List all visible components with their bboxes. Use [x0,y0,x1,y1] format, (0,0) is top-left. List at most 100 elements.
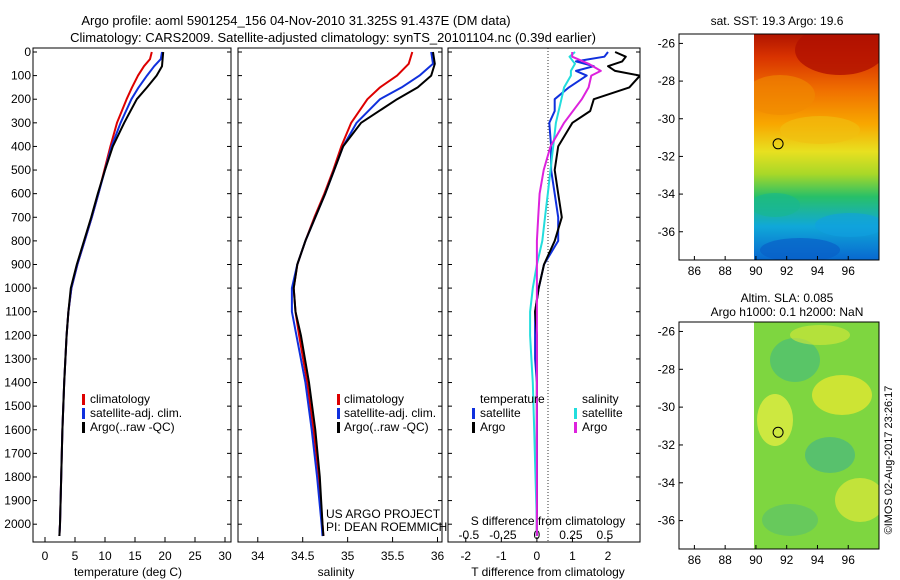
map-y-tick-label: -34 [658,476,676,490]
depth-tick-label: 1200 [4,328,31,342]
map-y-tick-label: -28 [658,74,676,88]
map-y-tick-label: -26 [658,324,676,338]
map-x-tick-label: 90 [749,553,763,567]
depth-tick-label: 1000 [4,281,31,295]
series-line-salinity-satellite [529,51,576,536]
depth-tick-label: 900 [11,257,31,271]
depth-tick-label: 1300 [4,352,31,366]
map-x-tick-label: 88 [718,264,732,278]
imos-credit: ©IMOS 02-Aug-2017 23:26:17 [883,386,895,535]
depth-tick-label: 100 [11,69,31,83]
legend-t-argo-label: Argo [480,420,506,434]
depth-tick-label: 1900 [4,494,31,508]
depth-tick-label: 1400 [4,376,31,390]
legend-t-sat-label: satellite [480,406,521,420]
map-y-tick-label: -36 [658,225,676,239]
x-tick-label: 10 [98,549,112,563]
argo-location-marker [772,426,784,438]
x-tick-label: 25 [188,549,202,563]
depth-tick-label: 600 [11,187,31,201]
map-x-tick-label: 90 [749,264,763,278]
legend-argo-label: Argo(..raw -QC) [90,420,175,434]
depth-tick-label: 1500 [4,399,31,413]
map-y-tick-label: -34 [658,187,676,201]
legend-clim-swatch [82,394,85,405]
project-note-line1: US ARGO PROJECT [326,507,441,521]
map-y-tick-label: -30 [658,400,676,414]
x-tick-label: -2 [460,549,471,563]
legend-clim-swatch [337,394,340,405]
depth-tick-label: 400 [11,139,31,153]
map-x-tick-label: 94 [811,264,825,278]
depth-tick-label: 800 [11,234,31,248]
depth-tick-label: 300 [11,116,31,130]
map-y-tick-label: -36 [658,514,676,528]
legend-clim-label: climatology [344,392,404,406]
x-tick-label: -1 [496,549,507,563]
x-tick-label: 1 [569,549,576,563]
salinity-axes-box [237,47,443,543]
map-y-tick-label: -28 [658,362,676,376]
temperature-legend: climatology satellite-adj. clim. Argo(..… [82,392,182,434]
legend-s-sat-label: satellite [582,406,623,420]
legend-temperature-header: temperature [480,392,545,406]
argo-location-marker [772,138,784,150]
depth-tick-label: 1600 [4,423,31,437]
salinity-legend: climatology satellite-adj. clim. Argo(..… [337,392,436,434]
temperature-axes-box [32,47,232,543]
legend-sat-label: satellite-adj. clim. [90,406,182,420]
map-x-tick-label: 86 [688,553,702,567]
sst-field [754,34,879,260]
x-tick-label: 35 [341,549,355,563]
project-note-line2: PI: DEAN ROEMMICH [326,520,447,534]
s-tick-label: 0.5 [597,528,614,542]
x-tick-label: 36 [431,549,445,563]
map-x-tick-label: 86 [688,264,702,278]
map-x-tick-label: 92 [780,553,794,567]
legend-s-sat-swatch [574,408,577,419]
depth-tick-label: 700 [11,210,31,224]
x-tick-label: 34.5 [291,549,315,563]
x-tick-label: 0 [42,549,49,563]
depth-tick-label: 1700 [4,446,31,460]
x-tick-label: 20 [158,549,172,563]
map-y-tick-label: -26 [658,36,676,50]
legend-sat-swatch [82,408,85,419]
legend-clim-label: climatology [90,392,150,406]
x-tick-label: 5 [72,549,79,563]
s-difference-label: S difference from climatology [471,514,626,528]
map-y-tick-label: -32 [658,149,676,163]
depth-tick-label: 0 [24,45,31,59]
legend-sat-swatch [337,408,340,419]
t-difference-label: T difference from climatology [471,565,625,579]
sla-map-title: Altim. SLA: 0.085 [741,291,834,305]
map-x-tick-label: 96 [842,264,856,278]
map-y-tick-label: -30 [658,112,676,126]
map-x-tick-label: 94 [811,553,825,567]
map-x-tick-label: 92 [780,264,794,278]
temperature-panel: 0100200300400500600700800900100011001200… [4,45,232,579]
figure-title-line2: Climatology: CARS2009. Satellite-adjuste… [70,30,596,45]
series-line-salinity-argo [535,52,602,536]
figure-title-line1: Argo profile: aoml 5901254_156 04-Nov-20… [81,13,510,28]
x-tick-label: 34 [251,549,265,563]
difference-legend: temperature salinity satellite Argo sate… [472,392,623,434]
x-tick-label: 0 [534,549,541,563]
s-tick-label: -0.5 [459,528,480,542]
salinity-xlabel: salinity [318,565,355,579]
legend-salinity-header: salinity [582,392,619,406]
s-tick-label: 0.25 [559,528,583,542]
legend-s-argo-label: Argo [582,420,608,434]
x-tick-label: 2 [605,549,612,563]
depth-tick-label: 200 [11,92,31,106]
depth-tick-label: 2000 [4,517,31,531]
legend-t-argo-swatch [472,422,475,433]
map-x-tick-label: 96 [842,553,856,567]
x-tick-label: 30 [218,549,232,563]
difference-axes-box [447,47,641,543]
series-line-argo-raw-qc- [58,51,165,537]
sla-map-panel: Altim. SLA: 0.085 Argo h1000: 0.1 h2000:… [658,291,880,567]
legend-argo-swatch [82,422,85,433]
depth-tick-label: 500 [11,163,31,177]
